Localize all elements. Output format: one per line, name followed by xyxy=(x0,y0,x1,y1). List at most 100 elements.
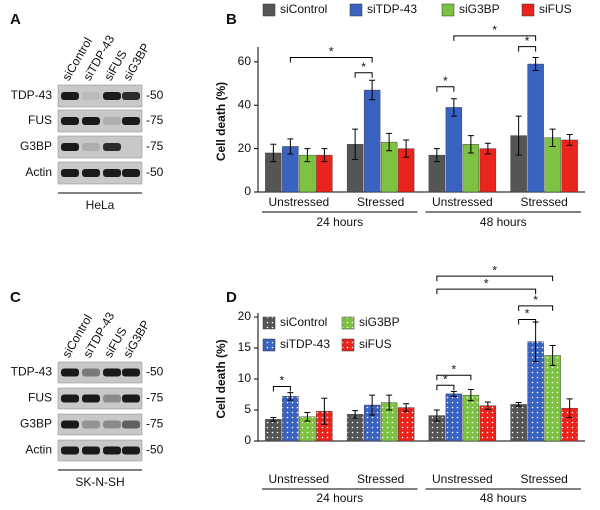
legend-swatch xyxy=(521,3,535,17)
significance-bracket xyxy=(354,72,373,78)
blot-band xyxy=(61,92,79,100)
blot-band xyxy=(103,169,121,177)
legend-label: siG3BP xyxy=(459,2,500,16)
panel-letter: A xyxy=(10,11,21,28)
significance-star: * xyxy=(492,23,497,37)
bar xyxy=(561,139,578,193)
legend-swatch xyxy=(349,3,363,17)
marker-label: -50 xyxy=(146,443,164,457)
significance-bracket xyxy=(518,318,537,325)
legend-label: siControl xyxy=(280,315,327,329)
protein-label: TDP-43 xyxy=(11,365,53,379)
error-bar xyxy=(352,410,359,419)
blot-band xyxy=(82,169,100,177)
significance-star: * xyxy=(533,293,538,307)
error-bar xyxy=(304,411,311,422)
marker-label: -75 xyxy=(146,113,164,127)
significance-bracket xyxy=(436,374,472,381)
legend-label: siTDP-43 xyxy=(367,2,417,16)
error-bar xyxy=(287,138,294,155)
marker-label: -75 xyxy=(146,417,164,431)
significance-bracket xyxy=(436,288,537,295)
blot-band xyxy=(103,420,121,429)
error-bar xyxy=(450,98,457,117)
error-bar xyxy=(515,115,522,156)
legend-swatch xyxy=(262,316,276,330)
blot-strip xyxy=(57,135,143,159)
x-tick-label: Stressed xyxy=(520,195,567,209)
significance-star: * xyxy=(525,34,530,48)
blot-band xyxy=(122,117,140,125)
blot-strip xyxy=(57,84,143,108)
blot-band xyxy=(122,420,140,429)
y-tick-label: 60 xyxy=(238,54,252,68)
blot-band xyxy=(122,92,140,100)
y-tick-label: 15 xyxy=(238,340,252,354)
blot-band xyxy=(61,446,79,455)
bar xyxy=(544,355,561,442)
y-tick-label: 10 xyxy=(238,371,252,385)
protein-label: FUS xyxy=(28,391,52,405)
protein-label: Actin xyxy=(25,443,52,457)
x-tick-label: Stressed xyxy=(357,472,404,486)
blot-band xyxy=(103,92,121,100)
blot-band xyxy=(122,368,140,377)
protein-label: TDP-43 xyxy=(11,88,53,102)
blot-band xyxy=(82,394,100,403)
blot-band xyxy=(122,446,140,455)
blot-band xyxy=(103,117,121,125)
bar xyxy=(527,63,544,193)
significance-star: * xyxy=(361,60,366,74)
bar xyxy=(510,404,527,442)
error-bar xyxy=(467,389,474,402)
blot-band xyxy=(103,394,121,403)
legend-swatch xyxy=(262,3,276,17)
error-bar xyxy=(352,128,359,160)
x-tick-label: Stressed xyxy=(357,195,404,209)
blot-band xyxy=(122,394,140,403)
significance-bracket xyxy=(518,46,537,52)
error-bar xyxy=(450,390,457,397)
x-tick-label: Unstressed xyxy=(269,195,330,209)
x-tick-label: Stressed xyxy=(520,472,567,486)
x-tick-label: Unstressed xyxy=(269,472,330,486)
legend-label: siFUS xyxy=(359,337,392,351)
legend-swatch xyxy=(341,316,355,330)
group-label: 48 hours xyxy=(480,215,527,229)
marker-label: -50 xyxy=(146,365,164,379)
y-tick-label: 0 xyxy=(244,433,251,447)
blot-band xyxy=(82,420,100,429)
error-bar xyxy=(386,394,393,411)
blot-band xyxy=(61,420,79,429)
error-bar xyxy=(549,128,556,147)
bar xyxy=(445,107,463,193)
error-bar xyxy=(484,142,491,155)
legend-label: siFUS xyxy=(539,2,572,16)
significance-star: * xyxy=(452,362,457,376)
blot-band xyxy=(103,368,121,377)
group-label: 24 hours xyxy=(316,491,363,505)
error-bar xyxy=(369,79,376,101)
bar xyxy=(479,148,497,193)
blot-band xyxy=(82,92,100,100)
error-bar xyxy=(433,148,440,163)
y-axis-title: Cell death (%) xyxy=(214,339,228,418)
significance-star: * xyxy=(492,263,497,277)
legend-label: siTDP-43 xyxy=(280,337,330,351)
blot-band xyxy=(103,143,121,151)
marker-label: -50 xyxy=(146,88,164,102)
panel-letter: B xyxy=(226,11,237,28)
error-bar xyxy=(484,401,491,410)
error-bar xyxy=(287,392,294,401)
bar xyxy=(462,394,480,442)
significance-bracket xyxy=(436,384,455,391)
blot-band xyxy=(122,169,140,177)
error-bar xyxy=(515,402,522,407)
significance-star: * xyxy=(443,372,448,386)
protein-label: G3BP xyxy=(20,417,52,431)
blot-band xyxy=(82,446,100,455)
protein-label: G3BP xyxy=(20,139,52,153)
significance-star: * xyxy=(329,45,334,59)
blot-band xyxy=(61,143,79,151)
legend-label: siG3BP xyxy=(359,315,400,329)
